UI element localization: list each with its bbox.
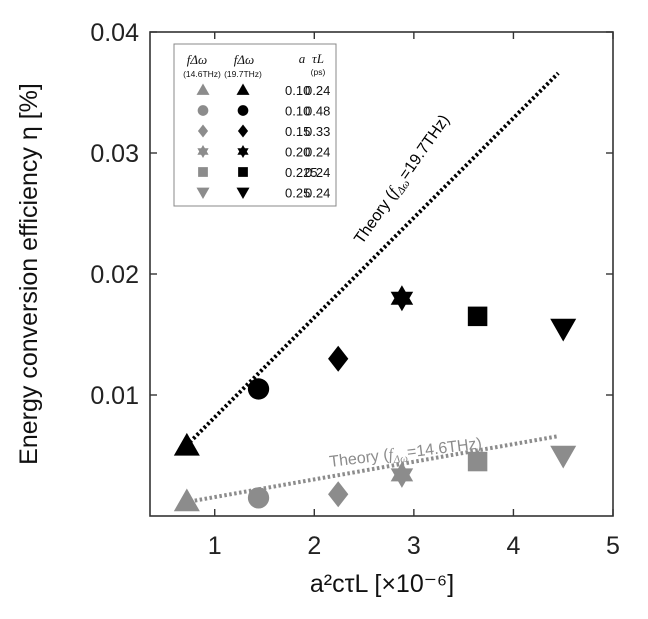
x-tick-label: 5 [606, 532, 620, 560]
legend-marker-gray-triangle-down [196, 187, 210, 199]
y-axis-label-text: Energy conversion efficiency η [%] [15, 83, 43, 465]
legend-marker-gray-triangle-up [196, 83, 210, 95]
legend-tau-value: 0.24 [305, 83, 330, 98]
legend-marker-black-triangle-up [236, 83, 250, 95]
legend-tau-value: 0.33 [305, 124, 330, 139]
legend-col2-sub: (19.7THz) [224, 69, 262, 79]
data-point-diamond [328, 481, 349, 508]
data-point-star-part [390, 291, 414, 312]
data-point-triangle-down [550, 318, 577, 342]
data-point-circle [247, 487, 270, 509]
legend-marker-black-star [237, 145, 249, 158]
data-point-triangle-up [173, 488, 200, 512]
legend-col4-head: τL [312, 51, 324, 66]
legend-col3-head: a [299, 51, 306, 66]
annotation-fsym: f [388, 446, 397, 464]
legend-a-value: 0.10 [285, 83, 310, 98]
legend-marker-black-star-part [237, 148, 249, 158]
x-axis-label: a²cτL [×10⁻⁶] [310, 570, 454, 598]
x-tick-label: 4 [506, 532, 520, 560]
theory-annotation-14-6: Theory (fΔω=14.6THz) [328, 435, 483, 474]
legend-marker-black-diamond [237, 124, 249, 138]
theory-line [188, 71, 560, 444]
annotation-prefix: Theory ( [328, 447, 390, 471]
legend-a-value: 0.225 [285, 165, 318, 180]
legend-marker-gray-square [198, 167, 208, 177]
legend-col1-sub: (14.6THz) [183, 69, 221, 79]
data-point-star [390, 285, 414, 312]
legend-marker-black-circle [237, 105, 249, 116]
data-point-circle [247, 378, 270, 400]
data-points [173, 285, 577, 512]
legend: fΔω (14.6THz) fΔω (19.7THz) a τL (ps) 0.… [173, 43, 337, 207]
legend-a-value: 0.15 [285, 124, 310, 139]
legend-marker-gray-diamond [197, 124, 209, 138]
legend-col2-head: fΔω [234, 52, 254, 67]
x-tick-label: 3 [407, 532, 421, 560]
legend-a-value: 0.25 [285, 186, 310, 201]
legend-box [173, 43, 337, 207]
x-axis-label-text: a²cτL [×10⁻⁶] [310, 570, 454, 598]
legend-marker-black-triangle-down [236, 187, 250, 199]
y-axis-label: Energy conversion efficiency η [%] [15, 83, 43, 465]
data-point-diamond [328, 345, 349, 372]
axis-ticks: 1 2 3 4 5 0.01 0.02 0.03 0.04 [90, 19, 620, 560]
legend-marker-gray-star [197, 145, 209, 158]
data-point-star-part [390, 468, 414, 488]
legend-marker-gray-star-part [197, 148, 209, 158]
y-tick-label: 0.03 [90, 140, 139, 168]
annotation-fsub: Δω [392, 452, 409, 466]
data-point-square [467, 306, 488, 327]
legend-tau-value: 0.24 [305, 186, 330, 201]
legend-tau-value: 0.48 [305, 104, 330, 119]
legend-rows: 0.100.240.100.480.150.330.200.240.2250.2… [196, 83, 330, 201]
legend-a-value: 0.20 [285, 145, 310, 160]
data-point-star [390, 461, 414, 488]
legend-col4-sub: (ps) [311, 67, 326, 77]
legend-marker-gray-circle [197, 105, 209, 116]
y-tick-label: 0.01 [90, 382, 139, 410]
theory-line [189, 434, 559, 504]
data-point-triangle-up [173, 432, 200, 456]
y-tick-label: 0.04 [90, 19, 139, 47]
y-tick-label: 0.02 [90, 261, 139, 289]
legend-tau-value: 0.24 [305, 145, 330, 160]
x-tick-label: 2 [307, 532, 321, 560]
legend-col1-head: fΔω [187, 52, 207, 67]
data-point-square [467, 451, 488, 472]
legend-marker-black-square [238, 167, 248, 177]
x-tick-label: 1 [208, 532, 222, 560]
data-point-triangle-down [550, 445, 577, 469]
legend-tau-value: 0.24 [305, 165, 330, 180]
annotation-suffix: =19.7THz) [396, 112, 453, 183]
legend-a-value: 0.10 [285, 104, 310, 119]
